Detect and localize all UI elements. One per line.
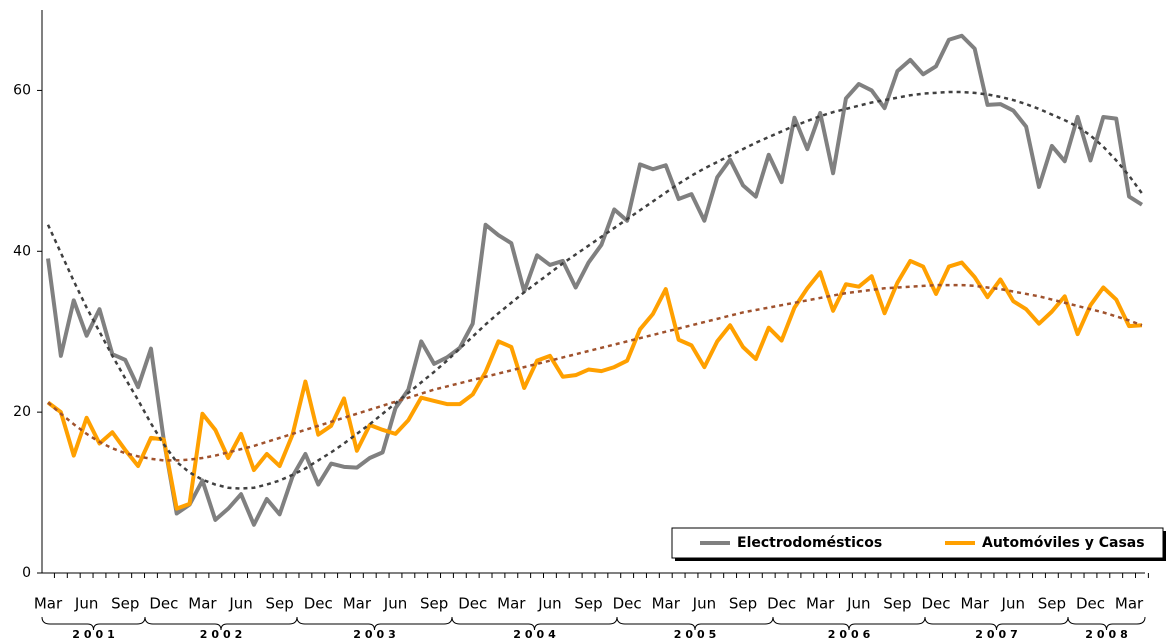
x-tick-label: Dec <box>458 595 487 613</box>
series-line <box>46 258 1143 511</box>
x-tick-label: Dec <box>304 595 333 613</box>
x-tick-label: Mar <box>960 595 989 613</box>
x-tick-label: Jun <box>74 595 98 613</box>
x-tick-label: Jun <box>537 595 561 613</box>
year-label: 2006 <box>828 628 875 641</box>
trend-line <box>47 283 1143 462</box>
trend-line <box>46 90 1143 490</box>
x-tick-label: Mar <box>806 595 835 613</box>
year-label: 2003 <box>353 628 400 641</box>
x-tick-label: Dec <box>1076 595 1105 613</box>
x-tick-label: Mar <box>343 595 372 613</box>
x-tick-label: Mar <box>497 595 526 613</box>
x-tick-label: Dec <box>613 595 642 613</box>
year-label: 2002 <box>200 628 247 641</box>
x-tick-label: Sep <box>420 595 448 613</box>
series-line <box>46 33 1144 527</box>
year-brace <box>144 616 298 631</box>
x-tick-label: Sep <box>883 595 911 613</box>
x-tick-label: Mar <box>1115 595 1144 613</box>
x-tick-label: Sep <box>1038 595 1066 613</box>
x-tick-label: Jun <box>383 595 407 613</box>
x-tick-label: Mar <box>652 595 681 613</box>
x-tick-label: Jun <box>228 595 252 613</box>
x-tick-label: Sep <box>111 595 139 613</box>
x-tick-label: Sep <box>729 595 757 613</box>
year-label: 2005 <box>674 628 721 641</box>
x-tick-label: Sep <box>266 595 294 613</box>
x-tick-label: Jun <box>846 595 870 613</box>
year-label: 2001 <box>72 628 119 641</box>
x-tick-label: Mar <box>34 595 63 613</box>
year-brace <box>616 616 774 631</box>
x-tick-label: Jun <box>692 595 716 613</box>
x-tick-label: Sep <box>574 595 602 613</box>
year-brace <box>1067 616 1146 631</box>
x-tick-label: Dec <box>922 595 951 613</box>
year-brace <box>41 616 146 631</box>
y-tick-label: 60 <box>13 82 31 98</box>
legend <box>671 527 1164 559</box>
year-brace <box>451 616 618 631</box>
x-tick-label: Dec <box>149 595 178 613</box>
y-tick-label: 20 <box>13 404 31 420</box>
year-label: 2004 <box>513 628 560 641</box>
year-brace <box>296 616 453 631</box>
year-label: 2008 <box>1085 628 1132 641</box>
x-tick-label: Jun <box>1001 595 1025 613</box>
y-tick-label: 40 <box>13 243 31 259</box>
y-tick-label: 0 <box>22 565 31 581</box>
x-tick-label: Dec <box>767 595 796 613</box>
x-tick-label: Mar <box>188 595 217 613</box>
legend-label: Electrodomésticos <box>737 535 882 551</box>
year-brace <box>924 616 1069 631</box>
year-label: 2007 <box>975 628 1022 641</box>
year-brace <box>772 616 926 631</box>
legend-label: Automóviles y Casas <box>982 535 1145 551</box>
